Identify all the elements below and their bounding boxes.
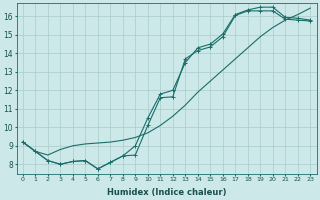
X-axis label: Humidex (Indice chaleur): Humidex (Indice chaleur) [107,188,226,197]
